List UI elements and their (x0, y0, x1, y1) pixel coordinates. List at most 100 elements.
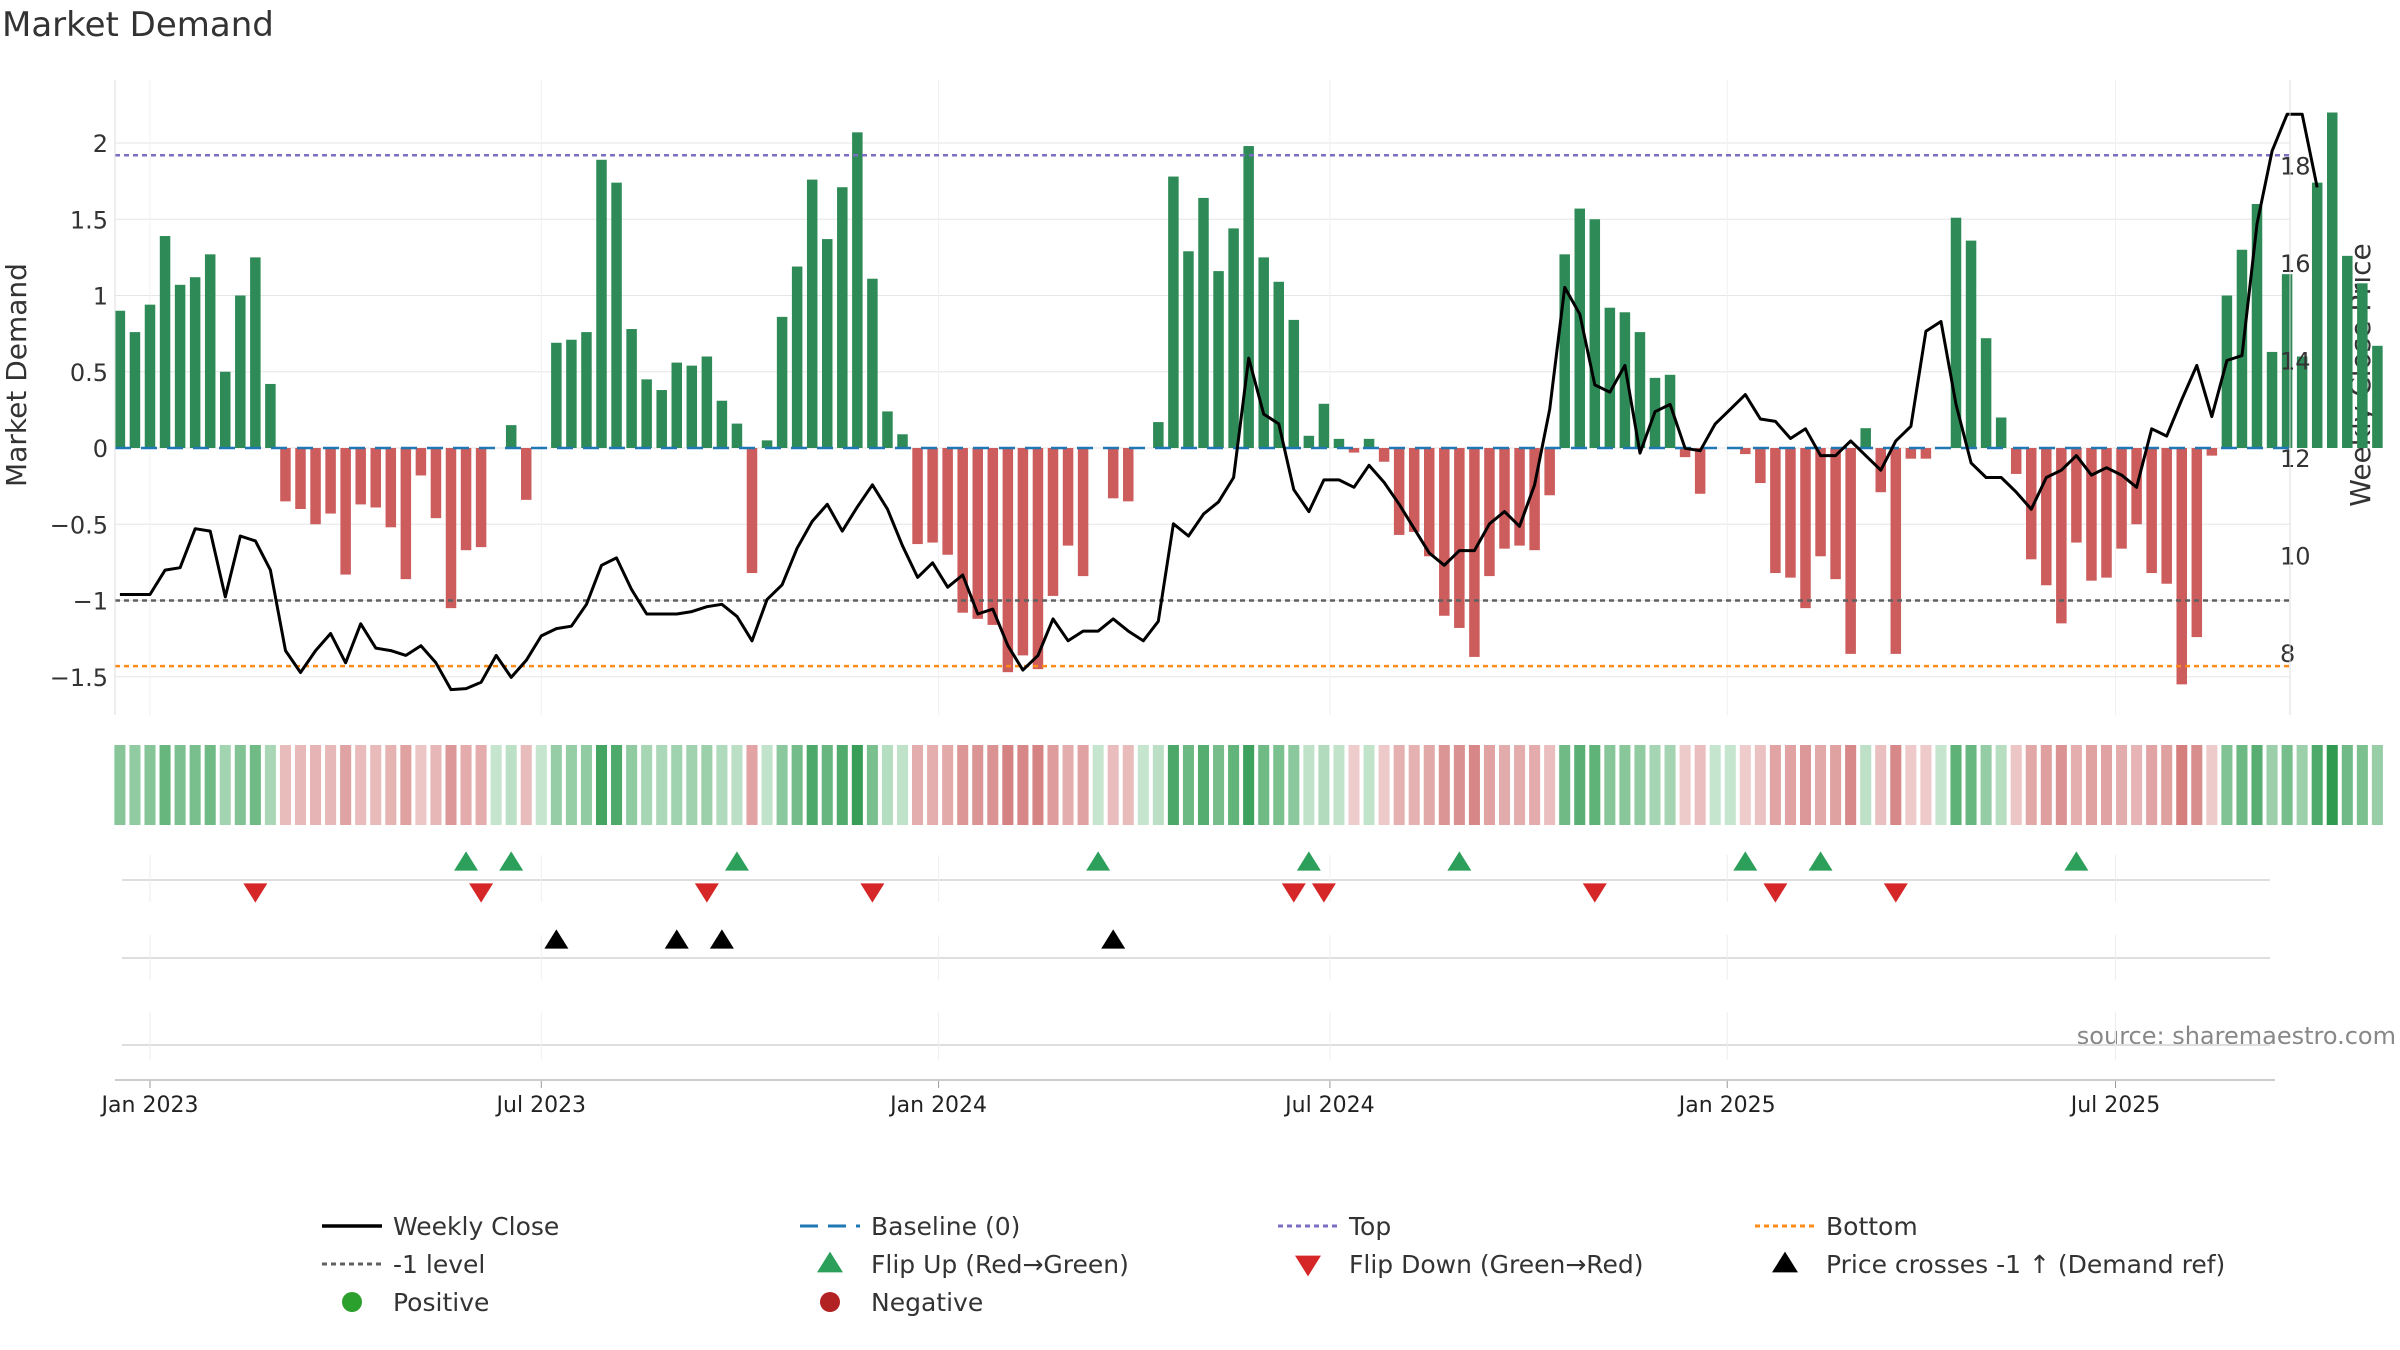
demand-bar-positive (250, 257, 261, 448)
demand-bar-negative (475, 448, 487, 548)
legend-label: -1 level (393, 1250, 485, 1279)
demand-bar-negative (460, 448, 472, 551)
x-tick-label: Jan 2024 (888, 1093, 987, 1118)
heat-strip-cell (1483, 745, 1495, 825)
heat-strip-cell (1649, 745, 1661, 825)
demand-bar-positive (159, 236, 171, 448)
heat-strip-cell (430, 745, 442, 825)
heat-strip-cell (1619, 745, 1631, 825)
demand-bar-negative (1393, 448, 1405, 535)
demand-bar-negative (1032, 448, 1044, 670)
heat-strip-cell (520, 745, 532, 825)
y-tick-label: 0.5 (70, 359, 108, 387)
heat-strip-cell (1995, 745, 2007, 825)
y2-tick-label: 12 (2280, 445, 2311, 473)
flip-up-marker (724, 851, 749, 871)
demand-bar-negative (415, 448, 427, 476)
heat-strip-cell (1273, 745, 1285, 825)
demand-bar-positive (1559, 254, 1570, 448)
weekly-close-line (119, 112, 2319, 692)
legend-label: Price crosses -1 ↑ (Demand ref) (1826, 1250, 2225, 1279)
heat-strip-cell (2116, 745, 2128, 825)
demand-bar-negative (2146, 448, 2157, 574)
demand-bar-positive (1604, 307, 1616, 448)
heat-strip-cell (2206, 745, 2218, 825)
y-tick-label: −0.5 (50, 511, 108, 539)
heat-strip-cell (550, 745, 562, 825)
demand-bar-positive (656, 390, 667, 448)
legend: Weekly Close Baseline (0) Top Bottom -1 leve… (322, 1212, 2225, 1317)
heat-strip-cell (1935, 745, 1947, 825)
heat-strip-cell (1122, 745, 1134, 825)
demand-bar-positive (1273, 281, 1284, 448)
price-cross-marker (664, 929, 689, 949)
reference-levels (115, 153, 2290, 668)
demand-bar-negative (1544, 448, 1555, 496)
demand-bar-positive (551, 342, 562, 448)
demand-bar-positive (611, 182, 622, 448)
heat-strip-cell (1679, 745, 1691, 825)
demand-bar-negative (1484, 448, 1495, 577)
x-tick-label: Jul 2024 (1283, 1093, 1375, 1118)
legend-swatch-triangle-down (1295, 1255, 1321, 1277)
demand-bar-positive (776, 316, 788, 448)
flip-down-marker (1582, 883, 1607, 903)
legend-label: Bottom (1826, 1212, 1918, 1241)
demand-bar-positive (822, 239, 833, 448)
heat-strip-cell (219, 745, 231, 825)
demand-bar-negative (1123, 448, 1134, 502)
flip-up-marker (1808, 851, 1833, 871)
heat-strip-cell (1378, 745, 1390, 825)
demand-bar-positive (114, 310, 126, 448)
heat-strip-cell (686, 745, 698, 825)
demand-bar-negative (1755, 448, 1766, 484)
heat-strip-cell (1950, 745, 1962, 825)
heat-strip-cell (626, 745, 638, 825)
demand-bar-negative (1905, 448, 1917, 459)
heat-strip-cell (927, 745, 939, 825)
demand-bar-negative (430, 448, 442, 519)
demand-bar-negative (445, 448, 457, 609)
demand-bar-negative (355, 448, 366, 505)
heat-strip-cell (325, 745, 337, 825)
heat-strip-cell (1243, 745, 1255, 825)
demand-bar-negative (400, 448, 412, 580)
demand-bar-negative (957, 448, 968, 613)
heat-strip-cell (776, 745, 788, 825)
heat-strip-cell (114, 745, 126, 825)
y2-tick-label: 10 (2280, 543, 2311, 571)
legend-entry: Baseline (0) (800, 1212, 1020, 1241)
demand-bar-negative (1469, 448, 1480, 657)
demand-bar-negative (1920, 448, 1932, 459)
demand-bar-positive (1333, 438, 1345, 448)
demand-bar-positive (897, 434, 908, 448)
demand-bar-positive (220, 371, 231, 448)
heat-strip-cell (1137, 745, 1149, 825)
legend-entry: Weekly Close (322, 1212, 559, 1241)
demand-bar-positive (1228, 228, 1239, 448)
demand-bar-negative (1424, 448, 1435, 557)
heat-strip-cell (1017, 745, 1029, 825)
heat-strip-cell (641, 745, 653, 825)
heat-strip-cell (2311, 745, 2323, 825)
heat-strip-cell (490, 745, 502, 825)
heat-strip-cell (2085, 745, 2097, 825)
heat-strip-cell (1709, 745, 1721, 825)
flip-down-marker (1883, 883, 1908, 903)
demand-bar-negative (1830, 448, 1841, 580)
heat-strip-cell (1845, 745, 1857, 825)
legend-label: Positive (393, 1288, 489, 1317)
flip-up-marker (499, 851, 524, 871)
heat-strip-cell (1318, 745, 1330, 825)
demand-bar-negative (927, 448, 938, 543)
heat-strip-cell (671, 745, 683, 825)
y-tick-label: 2 (93, 130, 108, 158)
heat-strip-cell (1559, 745, 1571, 825)
demand-bar-negative (1770, 448, 1781, 574)
demand-bar-negative (1800, 448, 1811, 609)
legend-label: Flip Down (Green→Red) (1349, 1250, 1644, 1279)
heat-strip-cell (1498, 745, 1511, 825)
heat-strip-cell (1634, 745, 1646, 825)
demand-bar-positive (1288, 319, 1300, 448)
heat-strip-cell (1077, 745, 1089, 825)
